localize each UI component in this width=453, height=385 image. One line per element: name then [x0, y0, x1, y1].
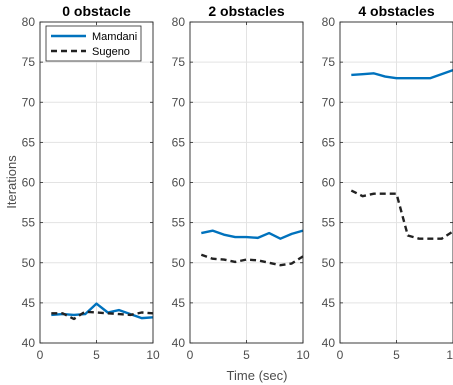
y-tick-label: 70	[322, 95, 336, 109]
y-tick-label: 75	[22, 55, 36, 69]
panel-title: 4 obstacles	[358, 3, 434, 19]
x-tick-label: 5	[93, 348, 100, 362]
y-tick-label: 75	[322, 55, 336, 69]
y-tick-label: 65	[322, 135, 336, 149]
x-tick-label: 5	[243, 348, 250, 362]
y-tick-label: 60	[322, 176, 336, 190]
y-tick-label: 45	[322, 296, 336, 310]
x-tick-label: 10	[146, 348, 160, 362]
axes-frame	[339, 21, 453, 344]
y-tick-label: 70	[172, 95, 186, 109]
y-tick-label: 55	[22, 216, 36, 230]
legend-box	[45, 25, 142, 62]
x-tick-label: 0	[337, 348, 344, 362]
y-tick-label: 55	[322, 216, 336, 230]
series-line-sugeno	[51, 310, 154, 321]
y-tick-label: 80	[22, 15, 36, 29]
legend: Mamdani Sugeno	[45, 25, 142, 62]
x-tick-label: 0	[187, 348, 194, 362]
series-line-mamdani	[51, 302, 154, 320]
y-tick-label: 55	[172, 216, 186, 230]
y-tick-label: 40	[22, 336, 36, 350]
y-tick-label: 80	[322, 15, 336, 29]
x-tick-label: 5	[393, 348, 400, 362]
panel-title: 0 obstacle	[62, 3, 131, 19]
y-tick-label: 40	[322, 336, 336, 350]
panel-0: 40 45 50 55 60 65 70 75 80 0 5 10 0 obstacle Mamdani S…	[22, 3, 160, 362]
y-tick-label: 80	[172, 15, 186, 29]
y-tick-label: 60	[22, 176, 36, 190]
x-tick-label: 0	[37, 348, 44, 362]
y-tick-label: 65	[172, 135, 186, 149]
x-tick-label: 10	[296, 348, 310, 362]
panel-2: 40 45 50 55 60 65 70 75 80 0 5 10 4 obstacles	[322, 3, 453, 362]
y-tick-label: 75	[172, 55, 186, 69]
panel-title: 2 obstacles	[208, 3, 284, 19]
y-axis-label: Iterations	[4, 155, 19, 209]
legend-label-mamdani: Mamdani	[92, 31, 137, 43]
y-tick-label: 40	[172, 336, 186, 350]
series-line-mamdani	[201, 229, 304, 240]
x-tick-label: 10	[446, 348, 453, 362]
y-tick-label: 45	[22, 296, 36, 310]
y-tick-label: 70	[22, 95, 36, 109]
y-tick-label: 50	[22, 256, 36, 270]
y-tick-label: 50	[172, 256, 186, 270]
y-tick-label: 65	[22, 135, 36, 149]
x-axis-label: Time (sec)	[227, 368, 288, 383]
axes-frame	[39, 21, 154, 344]
y-tick-label: 50	[322, 256, 336, 270]
series-line-sugeno	[200, 253, 304, 267]
axes-frame	[189, 21, 304, 344]
series-line-mamdani	[351, 69, 453, 80]
panel-1: 40 45 50 55 60 65 70 75 80 0 5 10 2 obstacles	[172, 3, 310, 362]
y-tick-label: 45	[172, 296, 186, 310]
y-tick-label: 60	[172, 176, 186, 190]
legend-label-sugeno: Sugeno	[92, 46, 130, 58]
